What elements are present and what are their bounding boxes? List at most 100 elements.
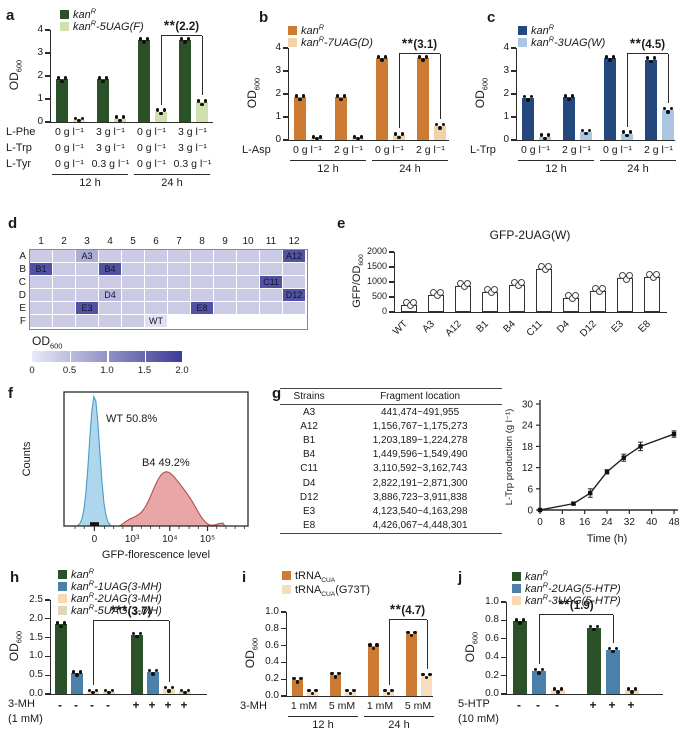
y-tick-label: 0 [37,116,43,127]
data-point [518,621,522,625]
sig-bracket [388,620,390,685]
bar [417,58,429,140]
y-tick [501,693,506,695]
data-point [114,115,119,119]
x-axis-tick-label: 3 g l⁻¹ [178,142,207,154]
y-tick-label: 0.0 [485,688,499,699]
data-point [628,130,633,134]
data-point [671,431,677,437]
bar [617,278,633,312]
panel-letter-b: b [259,9,269,26]
plate-well [237,263,259,275]
x-axis-tick-label: 0.3 g l⁻¹ [173,158,212,170]
group-label: 24 h [627,163,649,175]
x-axis-tick-label: + [608,698,616,712]
data-point [599,285,607,292]
chart-title: GFP-2UAG(W) [489,228,571,242]
plate-well [145,289,167,301]
data-point [397,135,401,139]
plate-well [122,289,144,301]
y-tick [283,47,288,49]
plate-well [122,263,144,275]
x-axis-tick-label: 0 g l⁻¹ [293,144,322,156]
plate-column-label: 8 [199,236,205,247]
y-tick [281,644,286,647]
y-axis-label: GFP/OD600 [351,254,366,308]
legend-swatch [512,583,521,593]
x-axis-tick-label: 5 mM [404,700,432,712]
sig-bracket [627,52,668,54]
data-point [413,630,417,635]
y-tick [45,52,50,54]
plate-well [99,315,121,327]
bar [513,621,527,694]
plate-well [53,302,75,314]
sig-bracket [93,621,95,686]
plot-area: 0.0 0.2 0.4 0.6 0.8 1.0 **(4.7) [265,602,433,701]
data-point [307,688,311,692]
legend-item: kanR-7UAG(D) [288,35,373,49]
legend-item: kanR [288,22,324,37]
data-point [567,97,571,101]
data-point [356,136,360,140]
data-point [410,299,418,307]
data-point [383,55,388,59]
data-point [310,691,315,696]
y-tick-label: 1.0 [29,650,43,662]
legend-item: tRNACUA(G73T) [282,584,370,598]
y-axis-label: L-Trp production (g l⁻¹) [504,409,515,506]
data-point [75,673,79,677]
data-point [87,688,92,693]
x-axis-tick-label: + [132,698,140,712]
data-point [409,633,414,638]
x-axis-row-label: (10 mM) [458,713,499,725]
colorbar-tick-label: 0.5 [62,365,77,376]
legend-swatch [518,38,527,48]
panel-letter-j: j [458,569,463,586]
data-point [118,118,122,122]
x-axis-label: GFP-florescence level [102,549,210,561]
legend-swatch [60,9,69,19]
y-tick-label: 12 [522,463,534,474]
plate-well: E8 [191,302,213,314]
panel-e: e 0 500 1000 1500 2000 GFP/OD600 GFP-2UAG(W) WT… [336,210,680,362]
data-point [592,627,596,632]
data-point [78,670,83,674]
x-axis-row-label: L-Tyr [6,158,32,170]
data-point [626,272,634,280]
y-tick [281,661,286,664]
plate-well [30,276,52,288]
plate-well [168,302,190,314]
y-tick-label: 2 [275,88,281,99]
colorbar-tick-label: 1.0 [100,365,114,376]
data-point [151,672,155,676]
plate-well [191,276,213,288]
legend-item: kanR-2UAG(5-HTP) [512,580,621,595]
y-tick-label: 1.0 [265,606,279,617]
bar [335,97,347,140]
data-point [60,79,64,83]
x-axis-tick-label: 0 g l⁻¹ [603,144,632,156]
plate-well [214,289,236,301]
x-axis-tick-label: 2 g l⁻¹ [644,144,673,156]
y-tick [511,139,516,141]
data-point [107,690,111,694]
bar [368,646,379,696]
plot-area: 0 1 2 3 4 **(4.5) [503,36,675,145]
plate-well [145,263,167,275]
x-axis-tick-label: 0.3 g l⁻¹ [91,158,130,170]
plate-row-label: C [18,277,26,288]
y-tick-label: 4 [503,42,509,53]
plate-well [237,302,259,314]
y-tick-label: 0 [381,306,387,316]
bar [71,673,83,694]
data-point [539,133,544,137]
table-header: Strains [280,388,339,405]
bar [97,79,109,122]
plot-frame [63,391,249,527]
data-point [101,79,105,83]
y-tick [283,93,288,95]
annotation: WT 50.8% [106,413,157,425]
x-tick-label: 32 [624,517,636,528]
strain-cell: E8 [302,520,316,532]
